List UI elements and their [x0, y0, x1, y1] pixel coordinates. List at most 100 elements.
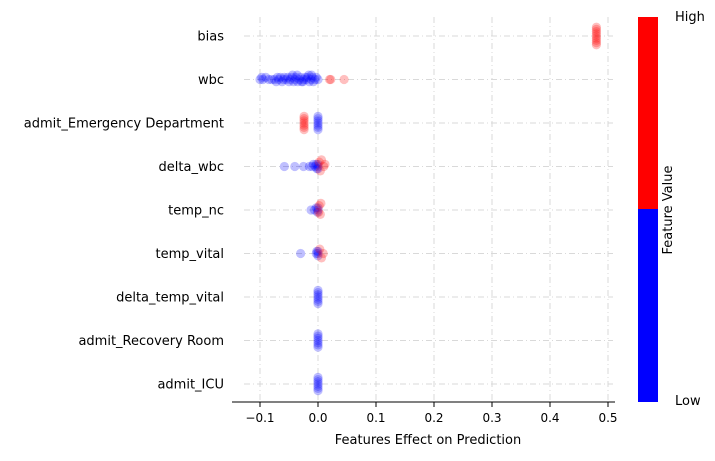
points-layer	[255, 22, 602, 396]
feature-point	[313, 294, 323, 304]
feature-point	[320, 159, 330, 169]
feature-point	[298, 77, 308, 87]
feature-point	[300, 72, 310, 82]
feature-point	[314, 201, 324, 211]
feature-point	[313, 285, 323, 295]
feature-point	[287, 70, 298, 80]
x-tick-label: 0.0	[308, 411, 327, 425]
feature-point	[283, 72, 293, 82]
feature-point	[313, 379, 323, 389]
feature-point	[271, 77, 281, 87]
feature-point	[313, 122, 323, 132]
feature-point	[313, 203, 323, 213]
feature-point	[313, 333, 323, 343]
feature-labels: bias wbc admit_Emergency Department delta_w…	[24, 30, 224, 393]
feature-point	[293, 77, 303, 87]
feature-point	[313, 118, 323, 128]
feature-point	[313, 331, 323, 341]
colorbar-title: Feature Value	[661, 166, 676, 255]
feature-point	[316, 155, 327, 165]
feature-point	[275, 72, 285, 82]
feature-point	[285, 74, 295, 85]
feature-point	[308, 77, 318, 87]
feature-point	[287, 72, 297, 82]
feature-point	[313, 377, 323, 387]
feature-point	[315, 244, 325, 254]
feature-point	[313, 340, 323, 350]
feature-point	[313, 335, 323, 346]
feature-point	[277, 77, 287, 87]
feature-point	[272, 72, 282, 82]
feature-point	[291, 72, 301, 82]
feature-point	[315, 209, 325, 219]
feature-point	[319, 161, 329, 172]
feature-point	[307, 72, 317, 82]
feature-label: admit_Recovery Room	[78, 334, 224, 349]
feature-point	[281, 74, 291, 85]
feature-point	[591, 22, 602, 32]
feature-point	[591, 35, 602, 46]
feature-point	[316, 198, 326, 208]
feature-point	[316, 253, 327, 263]
feature-point	[311, 72, 321, 82]
feature-point	[313, 114, 323, 124]
feature-point	[314, 157, 324, 167]
feature-point	[255, 74, 265, 85]
feature-point	[307, 161, 317, 172]
feature-label: temp_vital	[156, 247, 225, 262]
feature-point	[278, 74, 288, 85]
x-tick-label: 0.3	[482, 411, 501, 425]
feature-label: delta_wbc	[159, 160, 224, 175]
feature-point	[313, 296, 323, 306]
feature-point	[311, 248, 321, 259]
feature-point	[299, 116, 309, 126]
feature-point	[313, 159, 323, 169]
feature-point	[591, 33, 602, 43]
feature-point	[312, 164, 322, 174]
feature-point	[304, 77, 314, 87]
feature-label: bias	[197, 30, 224, 45]
feature-point	[591, 31, 602, 41]
feature-point	[290, 161, 300, 172]
feature-point	[296, 248, 306, 259]
feature-label: delta_temp_vital	[116, 291, 224, 306]
feature-point	[313, 74, 323, 85]
feature-point	[318, 248, 328, 259]
feature-point	[279, 161, 289, 172]
feature-point	[313, 246, 323, 256]
feature-point	[299, 120, 309, 130]
colorbar: High Low Feature Value	[638, 10, 705, 409]
feature-point	[302, 72, 313, 82]
feature-point	[299, 122, 309, 132]
feature-point	[279, 72, 289, 82]
x-axis-title: Features Effect on Prediction	[335, 433, 521, 448]
feature-point	[313, 248, 323, 259]
feature-point	[339, 74, 349, 85]
feature-point	[313, 372, 323, 382]
feature-point	[308, 159, 318, 169]
feature-point	[313, 288, 323, 298]
feature-point	[294, 74, 305, 85]
feature-point	[313, 207, 324, 217]
feature-label: admit_Emergency Department	[24, 117, 224, 132]
feature-point	[306, 74, 316, 85]
x-axis: −0.1 0.0 0.1 0.2 0.3 0.4 0.5	[232, 401, 618, 425]
feature-point	[313, 120, 323, 130]
feature-label: admit_ICU	[157, 378, 224, 393]
feature-point	[312, 246, 322, 256]
feature-point	[313, 251, 323, 261]
feature-point	[297, 77, 307, 87]
feature-point	[301, 74, 311, 85]
feature-point	[299, 114, 309, 124]
feature-point	[313, 329, 323, 339]
feature-point	[261, 72, 271, 82]
x-tick-label: 0.4	[540, 411, 559, 425]
feature-point	[311, 159, 321, 169]
feature-point	[298, 161, 309, 172]
feature-point	[289, 77, 299, 87]
feature-point	[299, 111, 309, 121]
feature-point	[309, 205, 320, 215]
feature-point	[284, 77, 294, 87]
feature-point	[299, 118, 309, 128]
